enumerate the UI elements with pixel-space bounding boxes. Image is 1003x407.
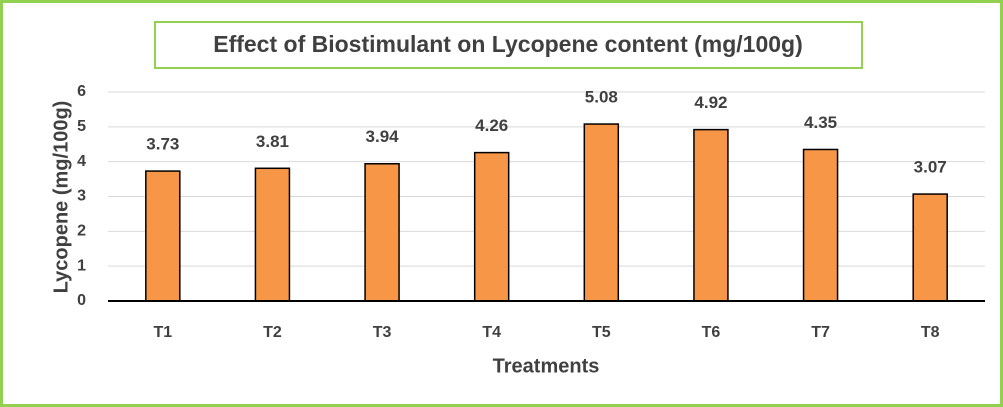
bar [583, 123, 620, 302]
data-label: 3.07 [914, 158, 947, 177]
x-tick-label: T4 [482, 324, 501, 341]
x-tick-label: T8 [921, 324, 940, 341]
data-label: 5.08 [585, 88, 618, 107]
y-tick-label: 6 [77, 83, 86, 100]
data-label: 4.92 [694, 93, 727, 112]
x-tick-label: T2 [263, 324, 282, 341]
x-tick-label: T1 [153, 324, 172, 341]
y-tick-label: 2 [77, 223, 86, 240]
data-label: 3.73 [146, 135, 179, 154]
bar [693, 128, 729, 302]
x-tick-label: T5 [592, 324, 611, 341]
bar [912, 193, 948, 302]
y-tick-label: 5 [77, 118, 86, 135]
bar [364, 163, 400, 302]
y-tick-label: 1 [77, 257, 86, 274]
bar [473, 151, 510, 302]
bar [254, 167, 291, 302]
x-tick-label: T3 [373, 324, 392, 341]
y-tick-label: 4 [77, 153, 86, 170]
x-axis-label: Treatments [493, 355, 600, 377]
x-tick-label: T6 [702, 324, 721, 341]
x-tick-label: T7 [811, 324, 830, 341]
data-label: 3.81 [256, 132, 289, 151]
bar [802, 148, 839, 302]
title-box [154, 21, 863, 69]
data-label: 4.26 [475, 116, 508, 135]
bar [145, 170, 181, 302]
y-axis-label: Lycopene (mg/100g) [50, 101, 72, 294]
data-label: 4.35 [804, 113, 837, 132]
data-label: 3.94 [366, 127, 400, 146]
y-tick-label: 0 [77, 292, 86, 309]
chart-title: Effect of Biostimulant on Lycopene conte… [213, 31, 803, 57]
y-tick-label: 3 [77, 188, 86, 205]
